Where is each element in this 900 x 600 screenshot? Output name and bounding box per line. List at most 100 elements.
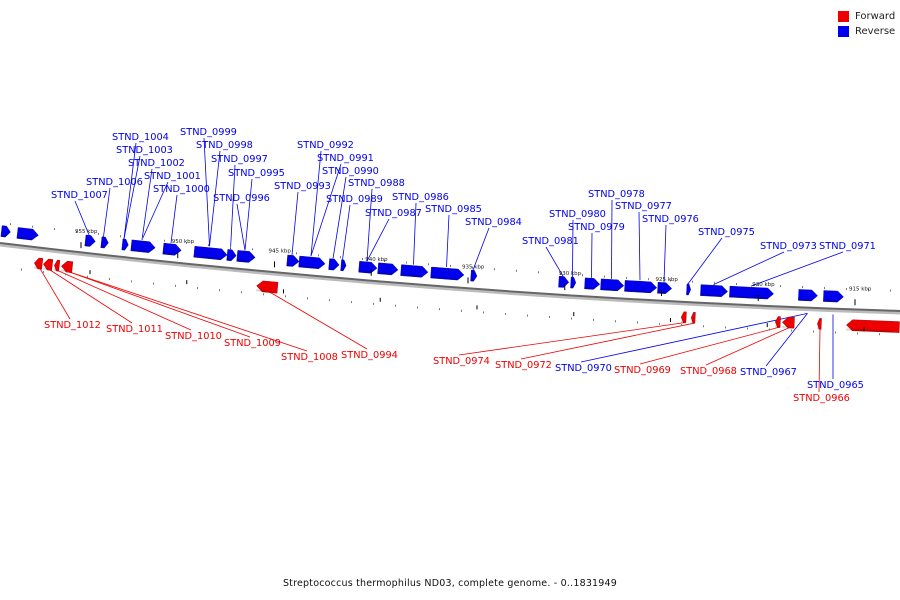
gene-arrow-shade — [286, 263, 293, 267]
gene-arrow-shape — [377, 262, 399, 276]
gene-arrow-shade — [84, 243, 90, 247]
minor-tick — [758, 284, 759, 287]
leader-line — [236, 203, 246, 251]
minor-tick — [175, 284, 176, 287]
minor-tick — [65, 273, 66, 276]
leader-line — [639, 327, 779, 365]
kbp-tick-label: 950 kbp — [172, 239, 195, 245]
gene-arrow-shade — [470, 279, 474, 282]
gene-arrow-shade — [680, 320, 684, 323]
leader-line — [332, 176, 347, 259]
reverse-gene-label: STND_0976 — [642, 214, 699, 225]
minor-tick — [714, 281, 715, 284]
leader-line — [663, 224, 667, 283]
gene-arrow-shape — [226, 249, 237, 262]
leader-line — [291, 191, 299, 255]
forward-gene-label: STND_1011 — [106, 324, 163, 335]
minor-tick — [879, 333, 880, 336]
legend-reverse-label: Reverse — [855, 26, 896, 37]
minor-tick — [868, 288, 869, 291]
gene-arrow-shade — [782, 325, 789, 328]
minor-tick — [373, 302, 374, 305]
reverse-gene-label: STND_0988 — [348, 178, 405, 189]
gene-arrow-shade — [686, 292, 689, 295]
gene-arrow-shade — [624, 289, 651, 293]
leader-line — [687, 237, 723, 285]
gene-arrow-shape — [16, 227, 39, 241]
reverse-gene — [470, 269, 478, 282]
kbp-tick-label: 940 kbp — [365, 257, 388, 263]
gene-arrow-shape — [328, 258, 340, 271]
forward-gene-label: STND_1012 — [44, 320, 101, 331]
gene-arrow-shape — [470, 269, 478, 282]
minor-tick — [32, 225, 33, 228]
leader-line — [49, 269, 133, 324]
reverse-gene — [686, 283, 691, 296]
gene-arrow-shape — [340, 259, 347, 272]
minor-tick — [483, 311, 484, 314]
reverse-gene — [340, 259, 347, 272]
minor-tick — [10, 223, 11, 226]
minor-tick — [186, 241, 187, 244]
minor-tick — [670, 279, 671, 282]
minor-tick — [109, 278, 110, 281]
forward-gene-label: STND_0969 — [614, 365, 671, 376]
leader-line — [39, 268, 71, 320]
minor-tick — [846, 287, 847, 290]
gene-arrow-shape — [193, 246, 228, 261]
gene-arrow-shade — [584, 286, 594, 290]
minor-tick — [54, 228, 55, 231]
gene-arrow-shape — [256, 280, 279, 294]
leader-line — [123, 155, 141, 239]
gene-arrow-shade — [298, 265, 319, 269]
gene-arrow-shade — [121, 247, 125, 251]
reverse-gene — [236, 250, 256, 263]
reverse-gene — [377, 262, 399, 276]
reverse-gene-label: STND_1000 — [153, 184, 210, 195]
reverse-gene-label: STND_1006 — [86, 177, 143, 188]
gene-arrow-shape — [54, 259, 61, 272]
minor-tick — [197, 287, 198, 290]
reverse-gene — [823, 290, 844, 303]
minor-tick — [307, 297, 308, 300]
minor-tick — [472, 266, 473, 269]
forward-gene-label: STND_0966 — [793, 393, 850, 404]
gene-arrow-shade — [700, 293, 722, 297]
reverse-gene-label: STND_0991 — [317, 153, 374, 164]
gene-arrow-shade — [328, 267, 334, 271]
minor-tick — [340, 256, 341, 259]
minor-tick — [593, 318, 594, 321]
gene-arrow-shape — [236, 250, 256, 263]
kbp-tick-label: 925 kbp — [656, 277, 679, 283]
reverse-gene-label: STND_0992 — [297, 140, 354, 151]
reverse-gene — [298, 255, 326, 269]
minor-tick — [43, 270, 44, 273]
forward-gene — [775, 316, 781, 328]
minor-tick — [164, 239, 165, 242]
leader-line — [520, 322, 695, 360]
minor-tick — [604, 275, 605, 278]
kbp-tick-label: 955 kbp — [75, 229, 98, 235]
genome-backbone — [0, 242, 900, 312]
minor-tick — [516, 269, 517, 272]
gene-arrow-shape — [823, 290, 844, 303]
leader-line — [413, 202, 417, 265]
gene-arrow-shape — [690, 312, 696, 324]
reverse-gene — [16, 227, 39, 241]
gene-arrow-shape — [298, 255, 326, 269]
forward-gene — [817, 318, 822, 330]
reverse-gene-label: STND_0996 — [213, 193, 270, 204]
minor-tick — [769, 328, 770, 331]
leader-line — [638, 211, 641, 281]
leader-line — [366, 218, 390, 262]
minor-tick — [98, 232, 99, 235]
gene-arrow-shade — [226, 258, 232, 261]
gene-arrow-shape — [43, 258, 54, 271]
gene-arrow-shade — [400, 273, 422, 278]
gene-arrow-shade — [236, 259, 249, 263]
reverse-gene-label: STND_0990 — [322, 166, 379, 177]
forward-gene — [42, 258, 54, 271]
minor-tick — [626, 276, 627, 279]
gene-arrow-shape — [798, 289, 818, 302]
reverse-gene — [584, 277, 601, 290]
